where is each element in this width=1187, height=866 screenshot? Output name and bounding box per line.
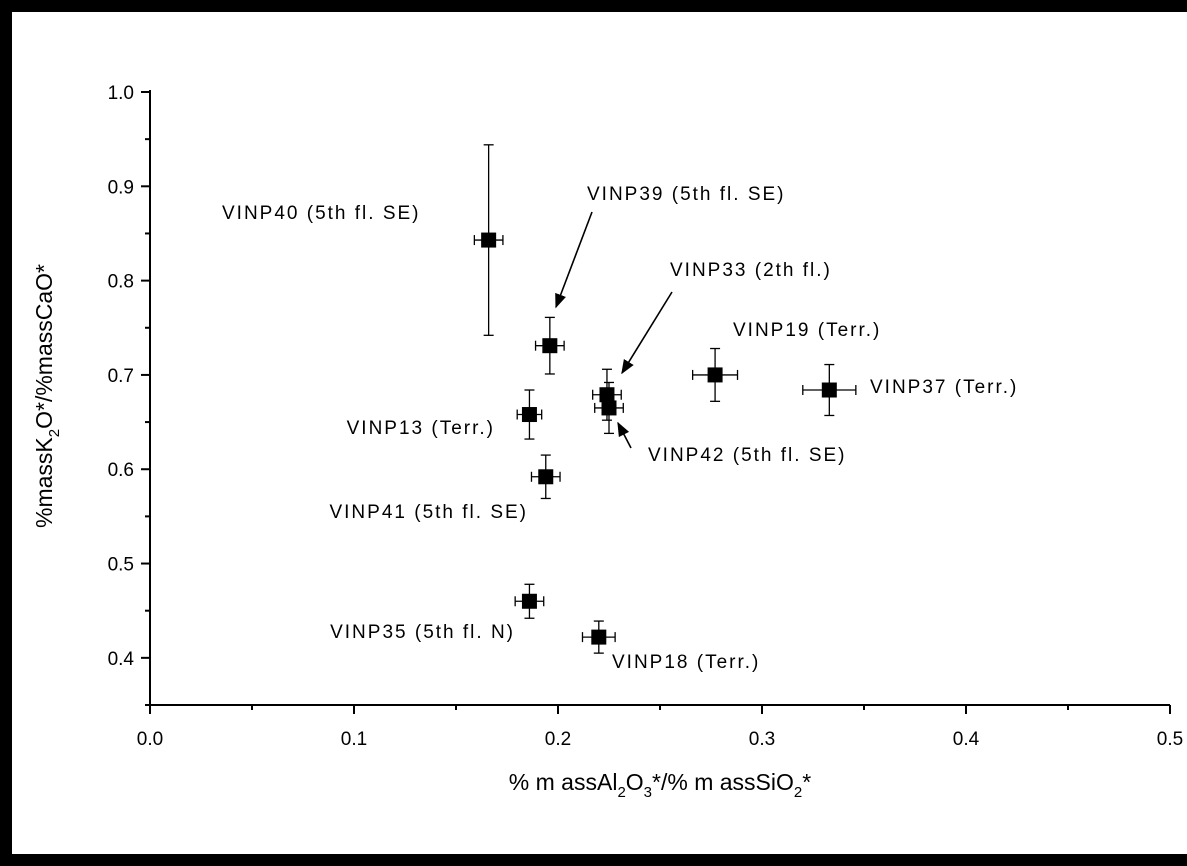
y-tick-label: 0.7 xyxy=(108,366,134,387)
data-point-group xyxy=(473,144,504,336)
x-tick-label: 0.4 xyxy=(953,729,980,750)
data-point-marker xyxy=(521,407,537,423)
annotation-arrow xyxy=(621,291,673,375)
data-point-marker xyxy=(591,629,607,645)
annotation-arrow xyxy=(617,421,632,449)
point-labels: VINP40 (5th fl. SE) VINP39 (5th fl. SE) VI… xyxy=(222,184,1018,673)
axis-label-subscript: 2 xyxy=(794,784,802,801)
data-point-marker xyxy=(601,400,617,416)
point-label: VINP40 (5th fl. SE) xyxy=(222,203,421,224)
point-label: VINP41 (5th fl. SE) xyxy=(329,502,528,523)
y-axis-label: %massK2O*/%massCaO* xyxy=(31,264,63,528)
x-tick-label: 0.1 xyxy=(341,729,367,750)
axis-label-subscript: 3 xyxy=(644,784,652,801)
x-tick-label: 0.0 xyxy=(137,729,163,750)
y-tick-label: 0.9 xyxy=(108,177,134,198)
annotation-arrows xyxy=(555,211,673,449)
point-label: VINP42 (5th fl. SE) xyxy=(648,445,847,466)
data-point-marker xyxy=(707,367,723,383)
point-label: VINP37 (Terr.) xyxy=(870,377,1018,398)
axis-label-text: %massK xyxy=(31,437,57,528)
x-axis-label: % m assAl2O3*/% m assSiO2* xyxy=(509,769,811,801)
point-label: VINP33 (2th fl.) xyxy=(670,260,832,281)
data-point-marker xyxy=(542,338,558,354)
point-label: VINP19 (Terr.) xyxy=(733,320,881,341)
data-point-group xyxy=(691,347,739,402)
data-point-marker xyxy=(821,382,837,398)
data-point-group xyxy=(514,583,545,619)
x-tick-label: 0.5 xyxy=(1157,729,1183,750)
axis-label-text: O xyxy=(626,769,644,795)
point-label: VINP35 (5th fl. N) xyxy=(330,622,515,643)
data-point-group xyxy=(592,368,622,421)
data-point-group xyxy=(581,620,616,654)
y-tick-label: 0.8 xyxy=(108,272,134,293)
y-tick-label: 0.6 xyxy=(108,460,134,481)
x-tick-label: 0.2 xyxy=(545,729,571,750)
point-label: VINP13 (Terr.) xyxy=(347,418,495,439)
data-point-group xyxy=(594,381,624,435)
data-points xyxy=(473,144,857,654)
data-point-group xyxy=(530,454,561,500)
axis-label-text: */% m assSiO xyxy=(652,769,794,795)
data-point-marker xyxy=(599,387,615,403)
data-point-group xyxy=(802,363,857,417)
tick-labels: 0.0 0.1 0.2 0.3 0.4 0.5 0.4 0.5 0.6 0.7 0.8 0.9 1.0 xyxy=(108,83,1184,750)
y-tick-label: 0.5 xyxy=(108,555,134,576)
data-point-marker xyxy=(538,469,554,485)
point-label: VINP18 (Terr.) xyxy=(612,652,760,673)
data-point-group xyxy=(516,389,543,440)
data-point-group xyxy=(534,316,565,375)
x-tick-label: 0.3 xyxy=(749,729,775,750)
axis-label-text: O*/%massCaO* xyxy=(31,264,57,429)
data-point-marker xyxy=(481,232,497,248)
annotation-arrow xyxy=(555,211,593,309)
axis-label-text: * xyxy=(802,769,811,795)
axis-label-text: % m assAl xyxy=(509,769,618,795)
y-tick-label: 0.4 xyxy=(108,649,135,670)
data-point-marker xyxy=(521,593,537,609)
y-tick-label: 1.0 xyxy=(108,83,134,104)
point-label: VINP39 (5th fl. SE) xyxy=(587,184,786,205)
axis-label-subscript: 2 xyxy=(617,784,625,801)
axis-label-subscript: 2 xyxy=(46,429,63,437)
